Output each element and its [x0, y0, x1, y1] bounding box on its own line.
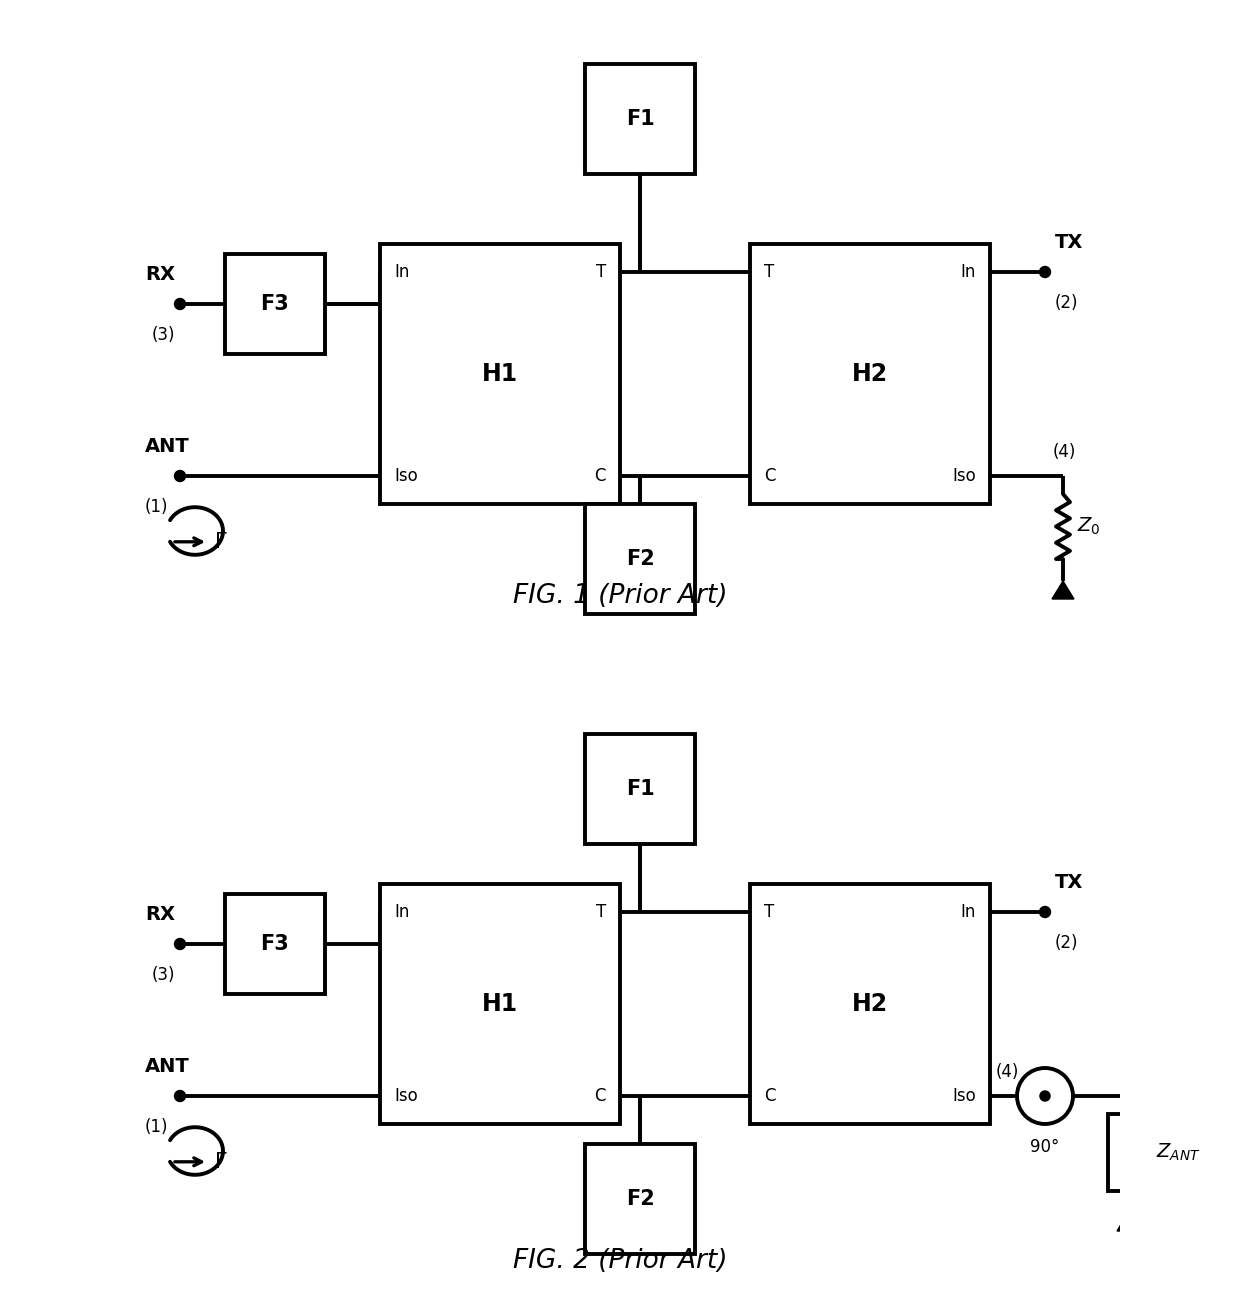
Text: Iso: Iso: [952, 467, 976, 485]
Text: ANT: ANT: [145, 437, 190, 456]
Bar: [585, 1144, 694, 1254]
Circle shape: [1039, 906, 1050, 918]
Text: H2: H2: [852, 992, 888, 1016]
Text: $\Gamma$: $\Gamma$: [215, 1151, 228, 1172]
Text: F2: F2: [626, 549, 655, 569]
Text: T: T: [595, 263, 606, 280]
Text: F3: F3: [260, 934, 289, 955]
Text: $Z_0$: $Z_0$: [1078, 516, 1101, 537]
Text: C: C: [764, 467, 775, 485]
Bar: [585, 734, 694, 844]
Text: FIG. 2 (Prior Art): FIG. 2 (Prior Art): [513, 1248, 727, 1274]
Text: H1: H1: [482, 363, 518, 386]
Text: (2): (2): [1055, 934, 1079, 952]
Text: $\Gamma$: $\Gamma$: [215, 532, 228, 552]
Text: (2): (2): [1055, 293, 1079, 312]
Text: F1: F1: [626, 778, 655, 799]
Text: (3): (3): [151, 966, 175, 985]
Polygon shape: [1052, 582, 1074, 599]
Text: F1: F1: [626, 110, 655, 129]
Bar: [224, 895, 325, 994]
Text: RX: RX: [145, 905, 175, 925]
Text: F2: F2: [626, 1189, 655, 1209]
Text: F3: F3: [260, 293, 289, 314]
Bar: [585, 64, 694, 173]
Circle shape: [175, 299, 186, 309]
Bar: [379, 884, 620, 1124]
Bar: [1109, 1114, 1148, 1191]
Text: RX: RX: [145, 265, 175, 284]
Circle shape: [175, 471, 186, 481]
Circle shape: [1017, 1068, 1073, 1124]
Text: T: T: [595, 902, 606, 921]
Text: H2: H2: [852, 363, 888, 386]
Text: (3): (3): [151, 326, 175, 344]
Circle shape: [175, 1090, 186, 1102]
Text: C: C: [594, 1088, 606, 1104]
Text: Iso: Iso: [394, 467, 418, 485]
Text: ANT: ANT: [145, 1058, 190, 1076]
Circle shape: [1040, 1091, 1050, 1101]
Text: In: In: [961, 902, 976, 921]
Bar: [224, 254, 325, 353]
Polygon shape: [1117, 1213, 1140, 1231]
Text: (1): (1): [145, 1118, 169, 1136]
Bar: [585, 505, 694, 614]
Text: Iso: Iso: [394, 1088, 418, 1104]
Bar: [750, 244, 990, 505]
Text: $Z_{ANT}$: $Z_{ANT}$: [1156, 1142, 1200, 1163]
Text: H1: H1: [482, 992, 518, 1016]
Text: C: C: [764, 1088, 775, 1104]
Text: Iso: Iso: [952, 1088, 976, 1104]
Text: In: In: [394, 263, 409, 280]
Text: 90°: 90°: [1030, 1138, 1060, 1157]
Circle shape: [1039, 266, 1050, 278]
Text: (1): (1): [145, 498, 169, 516]
Text: T: T: [764, 263, 774, 280]
Text: In: In: [961, 263, 976, 280]
Text: In: In: [394, 902, 409, 921]
Text: T: T: [764, 902, 774, 921]
Text: TX: TX: [1055, 872, 1084, 892]
Text: C: C: [594, 467, 606, 485]
Circle shape: [175, 939, 186, 949]
Bar: [750, 884, 990, 1124]
Text: (4): (4): [996, 1063, 1019, 1081]
Text: TX: TX: [1055, 233, 1084, 252]
Text: FIG. 1 (Prior Art): FIG. 1 (Prior Art): [513, 583, 727, 609]
Bar: [379, 244, 620, 505]
Text: (4): (4): [1053, 443, 1076, 462]
